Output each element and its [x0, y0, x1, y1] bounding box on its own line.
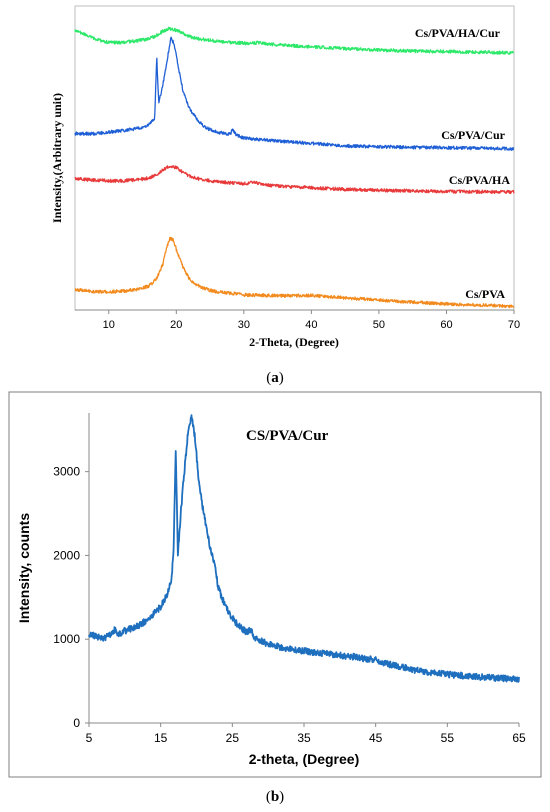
panel-b-chart-title: CS/PVA/Cur	[246, 428, 329, 444]
panel-a-x-ticks: 10 20 30 40 50 60 70	[103, 310, 520, 331]
panel-a: 10 20 30 40 50 60 70 Cs/PVA/HA/CurCs/PVA/CurCs…	[50, 5, 520, 349]
series-label-cs-pva-ha: Cs/PVA/HA	[449, 173, 510, 187]
y-tick-label: 2000	[53, 548, 80, 562]
x-tick-label: 35	[297, 731, 311, 745]
y-tick-label: 3000	[53, 465, 80, 479]
y-tick-label: 1000	[53, 632, 80, 646]
x-tick-label: 50	[373, 319, 385, 331]
x-tick-label: 55	[441, 731, 455, 745]
panel-b-series-group	[88, 414, 520, 683]
panel-b-y-axis-title: Intensity, counts	[16, 513, 32, 623]
x-tick-label: 45	[369, 731, 383, 745]
series-line-cs-pva-cur-pattern	[88, 414, 520, 683]
panel-b-x-ticks: 5 15 25 35 45 55 65	[86, 723, 526, 745]
series-line-cs-pva-cur	[74, 36, 515, 151]
series-line-cs-pva	[74, 236, 515, 309]
x-tick-label: 30	[238, 319, 250, 331]
panel-a-series-group	[74, 26, 515, 309]
x-tick-label: 5	[86, 731, 93, 745]
x-tick-label: 20	[170, 319, 182, 331]
series-line-cs-pva-ha-cur	[74, 26, 515, 55]
x-tick-label: 40	[305, 319, 317, 331]
y-tick-label: 0	[73, 716, 80, 730]
x-tick-label: 25	[226, 731, 240, 745]
x-tick-label: 15	[154, 731, 168, 745]
panel-a-x-axis-title: 2-Theta, (Degree)	[249, 335, 339, 349]
x-tick-label: 70	[508, 319, 520, 331]
series-label-cs-pva-ha-cur: Cs/PVA/HA/Cur	[415, 26, 501, 40]
panel-b-x-axis-title: 2-theta, (Degree)	[249, 751, 359, 767]
panel-a-y-axis-title: Intensity,(Arbitrary unit)	[50, 93, 64, 223]
panel-a-caption: (a)	[266, 370, 284, 386]
x-tick-label: 65	[512, 731, 526, 745]
x-tick-label: 60	[440, 319, 452, 331]
panel-a-series-labels: Cs/PVA/HA/Cur Cs/PVA/Cur Cs/PVA/HA Cs/PVA	[415, 26, 510, 301]
x-tick-label: 10	[103, 319, 115, 331]
panel-b: 0 1000 2000 3000 5 15 25 35 45 55 65 CS/PVA/Cur 2…	[16, 413, 526, 767]
series-label-cs-pva: Cs/PVA	[465, 287, 505, 301]
panel-b-y-ticks: 0 1000 2000 3000	[53, 465, 89, 730]
series-line-cs-pva-ha	[74, 164, 515, 195]
series-label-cs-pva-cur: Cs/PVA/Cur	[441, 128, 505, 142]
panel-b-caption: (b)	[266, 789, 284, 805]
panel-b-frame	[8, 391, 542, 778]
